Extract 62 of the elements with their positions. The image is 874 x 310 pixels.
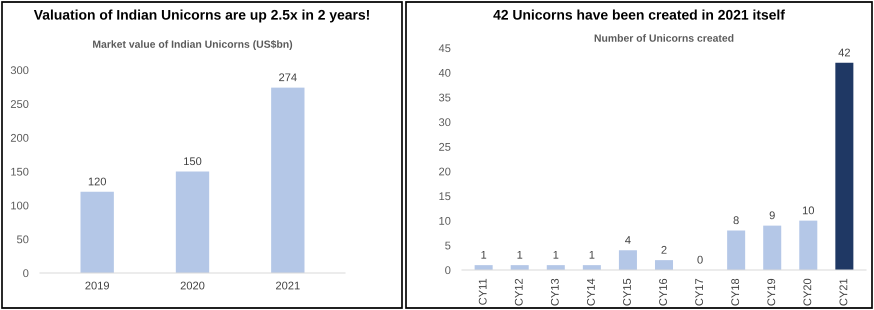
y-tick-label: 30 (438, 118, 450, 126)
x-tick-label: CY11 (478, 278, 487, 305)
bar (727, 230, 746, 270)
x-tick-label: CY20 (803, 278, 812, 306)
data-label: 1 (554, 250, 558, 259)
data-label: 120 (88, 178, 106, 186)
data-label: 2 (661, 246, 667, 254)
x-tick-label: CY12 (514, 278, 523, 306)
x-tick-label: CY19 (767, 278, 776, 306)
y-tick-label: 0 (23, 269, 28, 278)
y-tick-label: 5 (445, 242, 450, 250)
x-tick-label: CY21 (839, 278, 848, 306)
data-label: 10 (802, 206, 814, 214)
data-label: 1 (590, 250, 594, 259)
y-tick-label: 150 (11, 168, 28, 176)
x-tick-label: CY13 (550, 278, 559, 306)
data-label: 150 (184, 157, 202, 166)
x-tick-label: 2020 (180, 282, 204, 290)
x-tick-label: 2019 (85, 282, 110, 290)
y-tick-label: 35 (438, 94, 450, 102)
y-tick-label: 20 (439, 168, 450, 176)
y-tick-label: 200 (10, 134, 28, 142)
data-label: 8 (734, 216, 739, 224)
bar (654, 260, 674, 270)
bar (763, 226, 782, 270)
y-tick-label: 100 (11, 202, 28, 210)
y-tick-label: 45 (438, 44, 450, 52)
x-tick-label: CY18 (731, 278, 740, 306)
data-label: 274 (279, 73, 297, 82)
y-tick-label: 0 (445, 266, 450, 274)
y-tick-label: 15 (439, 192, 450, 200)
y-tick-label: 300 (10, 66, 28, 74)
data-label: 1 (481, 250, 486, 259)
bar (510, 265, 529, 270)
data-label: 1 (517, 250, 522, 259)
bar (799, 220, 818, 270)
data-label: 42 (838, 48, 850, 56)
bar (80, 192, 114, 273)
data-label: 9 (770, 211, 775, 220)
bar (271, 88, 304, 273)
y-tick-label: 50 (16, 235, 28, 244)
chart-title: 42 Unicorns have been created in 2021 itself (493, 10, 785, 20)
y-tick-label: 25 (439, 142, 450, 151)
x-tick-label: CY16 (659, 278, 667, 306)
x-tick-label: 2021 (276, 282, 300, 290)
bar (582, 265, 601, 270)
bar (618, 250, 637, 270)
chart-subtitle: Number of Unicorns created (594, 34, 734, 42)
bar (546, 265, 565, 270)
data-label: 4 (625, 236, 631, 244)
y-tick-label: 40 (438, 68, 450, 77)
x-tick-label: CY14 (586, 278, 595, 306)
x-tick-label: CY15 (623, 278, 631, 306)
bar (835, 62, 854, 270)
bar (474, 265, 493, 270)
y-tick-label: 10 (439, 216, 450, 225)
data-label: 0 (697, 256, 703, 264)
x-tick-label: CY17 (695, 278, 704, 306)
bar (176, 172, 210, 273)
y-tick-label: 250 (10, 100, 28, 108)
chart-title: Valuation of Indian Unicorns are up 2.5x in 2 years! (34, 10, 369, 22)
chart-subtitle: Market value of Indian Unicorns (US$bn) (93, 40, 292, 50)
